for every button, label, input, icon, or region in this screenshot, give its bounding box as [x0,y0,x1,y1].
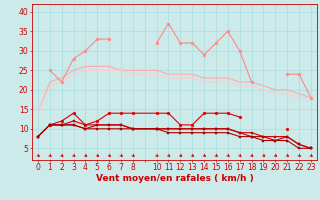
X-axis label: Vent moyen/en rafales ( km/h ): Vent moyen/en rafales ( km/h ) [96,174,253,183]
